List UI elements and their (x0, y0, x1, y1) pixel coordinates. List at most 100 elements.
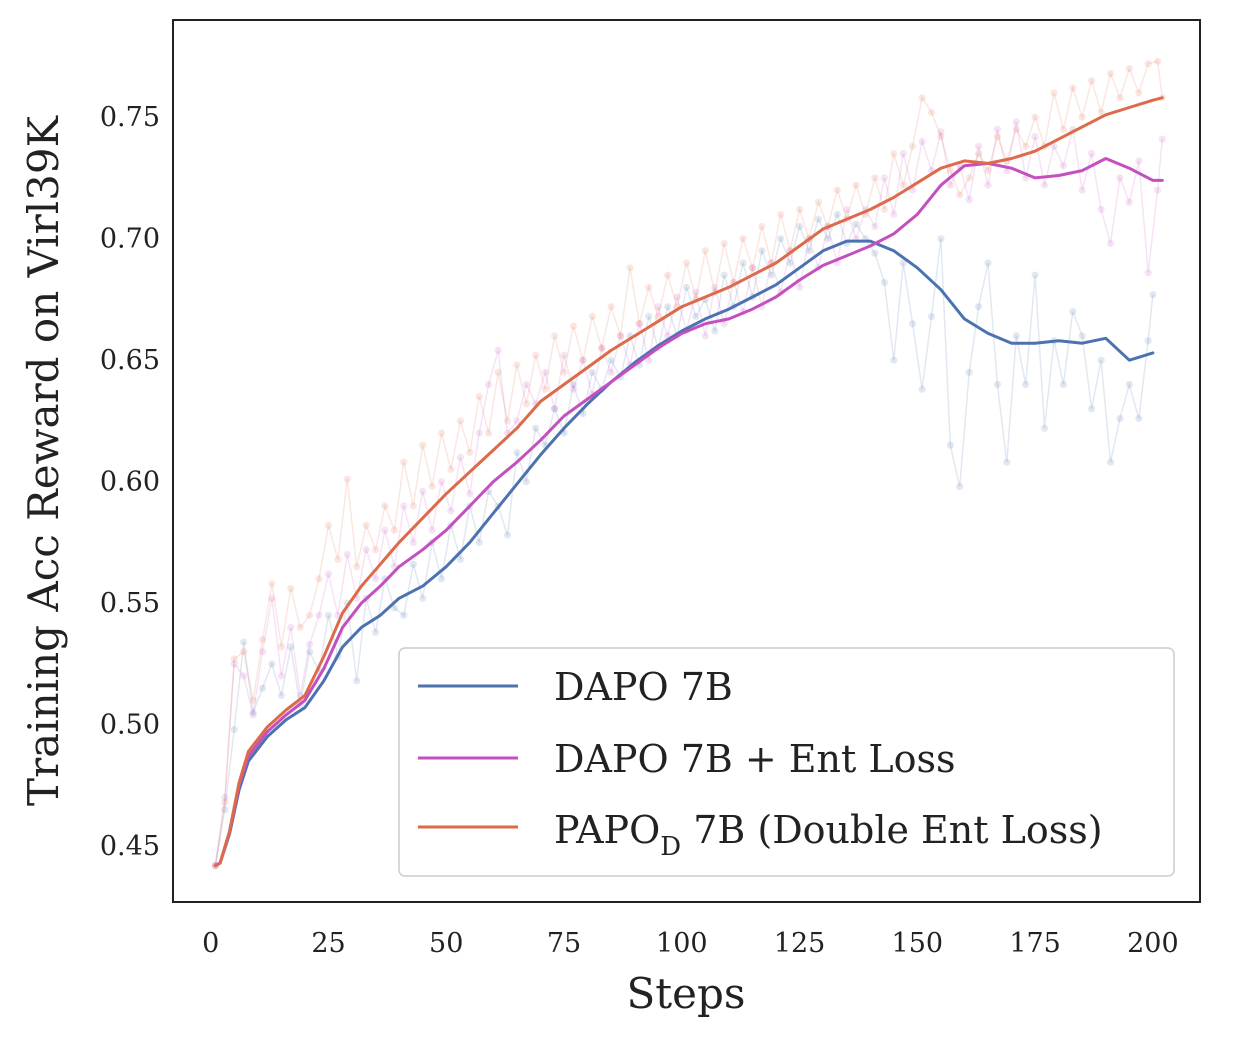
raw-point-dapo-ent (494, 346, 502, 354)
raw-point-papo (965, 174, 973, 182)
raw-point-papo (579, 356, 587, 364)
raw-point-dapo-ent (324, 570, 333, 578)
raw-point-papo (390, 526, 398, 534)
raw-point-papo (240, 648, 248, 656)
raw-point-dapo-ent (748, 264, 757, 272)
raw-point-dapo-ent (1012, 118, 1020, 126)
legend-rest-papo: 7B (Double Ent Loss) (681, 808, 1102, 852)
raw-point-dapo (824, 235, 832, 243)
raw-point-dapo (758, 247, 766, 255)
raw-point-dapo (372, 628, 380, 636)
raw-point-papo (833, 186, 841, 194)
raw-point-dapo-ent (287, 623, 295, 632)
raw-point-dapo-ent (965, 196, 973, 204)
raw-point-dapo (230, 725, 238, 734)
raw-point-papo (664, 271, 672, 279)
raw-point-dapo (720, 271, 728, 279)
raw-point-dapo (739, 259, 747, 267)
raw-point-papo (437, 429, 446, 437)
raw-point-papo (927, 108, 936, 116)
raw-point-papo (899, 181, 907, 189)
raw-point-dapo-ent (277, 672, 285, 680)
raw-point-dapo-ent (701, 332, 709, 340)
raw-point-dapo-ent (560, 351, 568, 359)
raw-point-dapo-ent (513, 417, 521, 425)
raw-point-dapo (965, 368, 973, 376)
raw-point-papo (296, 623, 304, 632)
raw-point-papo (513, 361, 521, 369)
raw-point-papo (616, 332, 625, 340)
raw-point-dapo (221, 806, 229, 814)
raw-point-papo (1097, 108, 1105, 116)
raw-point-papo (494, 368, 502, 376)
raw-point-dapo-ent (645, 356, 653, 364)
raw-point-dapo-ent (1116, 174, 1124, 182)
raw-point-dapo-ent (230, 660, 238, 668)
y-tick-label: 0.45 (100, 831, 160, 862)
raw-point-dapo (1022, 380, 1030, 389)
raw-point-dapo (833, 210, 841, 218)
raw-point-dapo (306, 648, 314, 656)
raw-point-dapo-ent (343, 550, 351, 559)
raw-point-dapo-ent (880, 174, 889, 182)
raw-point-papo (654, 312, 662, 320)
raw-point-dapo-ent (221, 793, 229, 802)
raw-point-dapo-ent (1088, 150, 1096, 158)
raw-point-dapo-ent (654, 303, 662, 311)
x-tick-label: 50 (429, 928, 463, 959)
raw-point-dapo-ent (485, 380, 493, 389)
legend-main-dapo: DAPO 7B (554, 665, 733, 709)
legend-label-dapo: DAPO 7B (554, 665, 733, 709)
x-tick-label: 25 (311, 928, 345, 959)
raw-point-dapo-ent (1097, 205, 1105, 214)
raw-point-dapo (1116, 414, 1124, 423)
legend: DAPO 7B DAPO 7B + Ent Loss PAPOD 7B (Dou… (398, 647, 1175, 877)
raw-point-dapo-ent (475, 429, 483, 437)
raw-point-dapo (927, 312, 936, 320)
raw-point-dapo (1069, 308, 1077, 316)
raw-point-dapo-ent (1144, 269, 1152, 277)
raw-point-dapo-ent (1031, 133, 1039, 141)
raw-point-dapo-ent (579, 356, 587, 364)
x-axis-label: Steps (627, 969, 746, 1018)
raw-point-papo (814, 198, 823, 206)
raw-point-papo (975, 150, 983, 158)
raw-point-dapo (1078, 332, 1086, 340)
raw-point-dapo (522, 478, 530, 486)
raw-point-papo (569, 322, 578, 330)
raw-point-papo (635, 320, 644, 328)
raw-point-dapo (796, 222, 804, 231)
x-tick-label: 200 (1127, 928, 1179, 959)
raw-point-dapo-ent (607, 368, 615, 376)
raw-point-papo (626, 264, 634, 272)
raw-point-papo (258, 636, 267, 644)
raw-point-dapo-ent (466, 490, 474, 498)
raw-point-dapo (409, 560, 417, 568)
raw-point-papo (447, 465, 455, 474)
raw-point-dapo (588, 368, 596, 376)
smoothed-lines-layer (213, 96, 1164, 868)
y-axis-label: Training Acc Reward on Virl39K (19, 114, 68, 806)
raw-point-papo (645, 283, 653, 291)
raw-point-dapo-ent (419, 487, 427, 495)
raw-point-dapo (277, 691, 285, 700)
y-tick-label: 0.75 (100, 102, 160, 133)
raw-point-dapo (767, 271, 775, 279)
x-tick-label: 100 (656, 928, 708, 959)
raw-point-dapo-ent (437, 478, 446, 486)
raw-point-dapo-ent (673, 293, 681, 301)
raw-point-papo (777, 210, 785, 218)
raw-point-papo (343, 475, 351, 483)
raw-point-papo (400, 458, 408, 466)
raw-point-dapo-ent (993, 125, 1002, 133)
raw-point-papo (852, 181, 860, 189)
raw-point-dapo-ent (456, 453, 464, 461)
raw-point-dapo (1012, 332, 1020, 340)
raw-point-dapo (1059, 380, 1067, 389)
x-tick-label: 75 (547, 928, 581, 959)
raw-point-papo (541, 385, 549, 393)
raw-point-dapo (852, 220, 860, 228)
raw-point-dapo (909, 320, 917, 328)
raw-point-dapo-ent (522, 380, 530, 389)
